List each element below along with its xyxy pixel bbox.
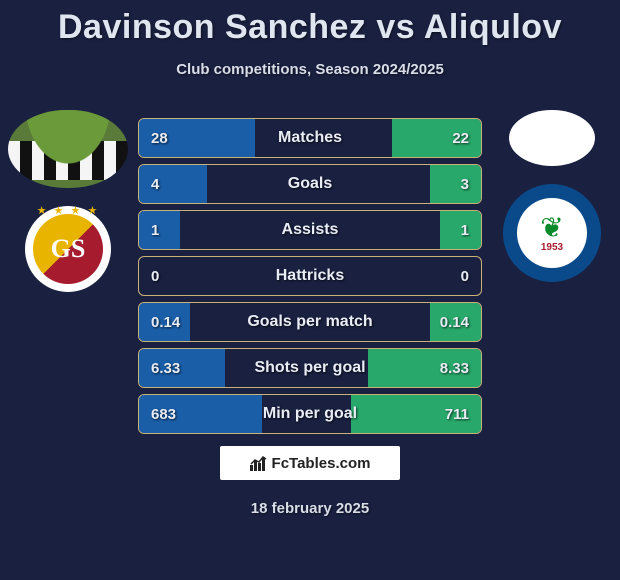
brand-badge: FcTables.com <box>220 446 400 480</box>
club-badge-galatasaray: ★ ★ ★ ★ GS <box>25 206 111 292</box>
leaf-icon: ❦ <box>540 214 563 242</box>
stat-label: Goals <box>139 175 481 193</box>
stat-row: 2822Matches <box>138 118 482 158</box>
brand-text: FcTables.com <box>272 455 371 472</box>
star-icon: ★ ★ ★ ★ <box>25 204 111 217</box>
right-player-column: ❦ 1953 <box>492 110 612 282</box>
club-badge-initials: GS <box>33 214 103 284</box>
club-badge-rizespor: ❦ 1953 <box>503 184 601 282</box>
stat-row: 11Assists <box>138 210 482 250</box>
club-badge-inner: ❦ 1953 <box>517 198 587 268</box>
infographic-date: 18 february 2025 <box>0 500 620 517</box>
page-title: Davinson Sanchez vs Aliqulov <box>0 0 620 47</box>
stat-label: Hattricks <box>139 267 481 285</box>
stat-label: Shots per goal <box>139 359 481 377</box>
stats-table: 2822Matches 43Goals 11Assists 00Hattricks 0.… <box>138 118 482 434</box>
chart-icon <box>250 455 268 471</box>
stat-label: Assists <box>139 221 481 239</box>
club-badge-year: 1953 <box>541 242 563 253</box>
stat-row: 00Hattricks <box>138 256 482 296</box>
page-subtitle: Club competitions, Season 2024/2025 <box>0 61 620 78</box>
stat-row: 6.338.33Shots per goal <box>138 348 482 388</box>
player-right-avatar <box>509 110 595 166</box>
player-left-avatar <box>8 110 128 188</box>
stat-label: Goals per match <box>139 313 481 331</box>
stat-row: 0.140.14Goals per match <box>138 302 482 342</box>
stat-label: Min per goal <box>139 405 481 423</box>
left-player-column: ★ ★ ★ ★ GS <box>8 110 128 292</box>
stat-row: 683711Min per goal <box>138 394 482 434</box>
stat-row: 43Goals <box>138 164 482 204</box>
stat-label: Matches <box>139 129 481 147</box>
